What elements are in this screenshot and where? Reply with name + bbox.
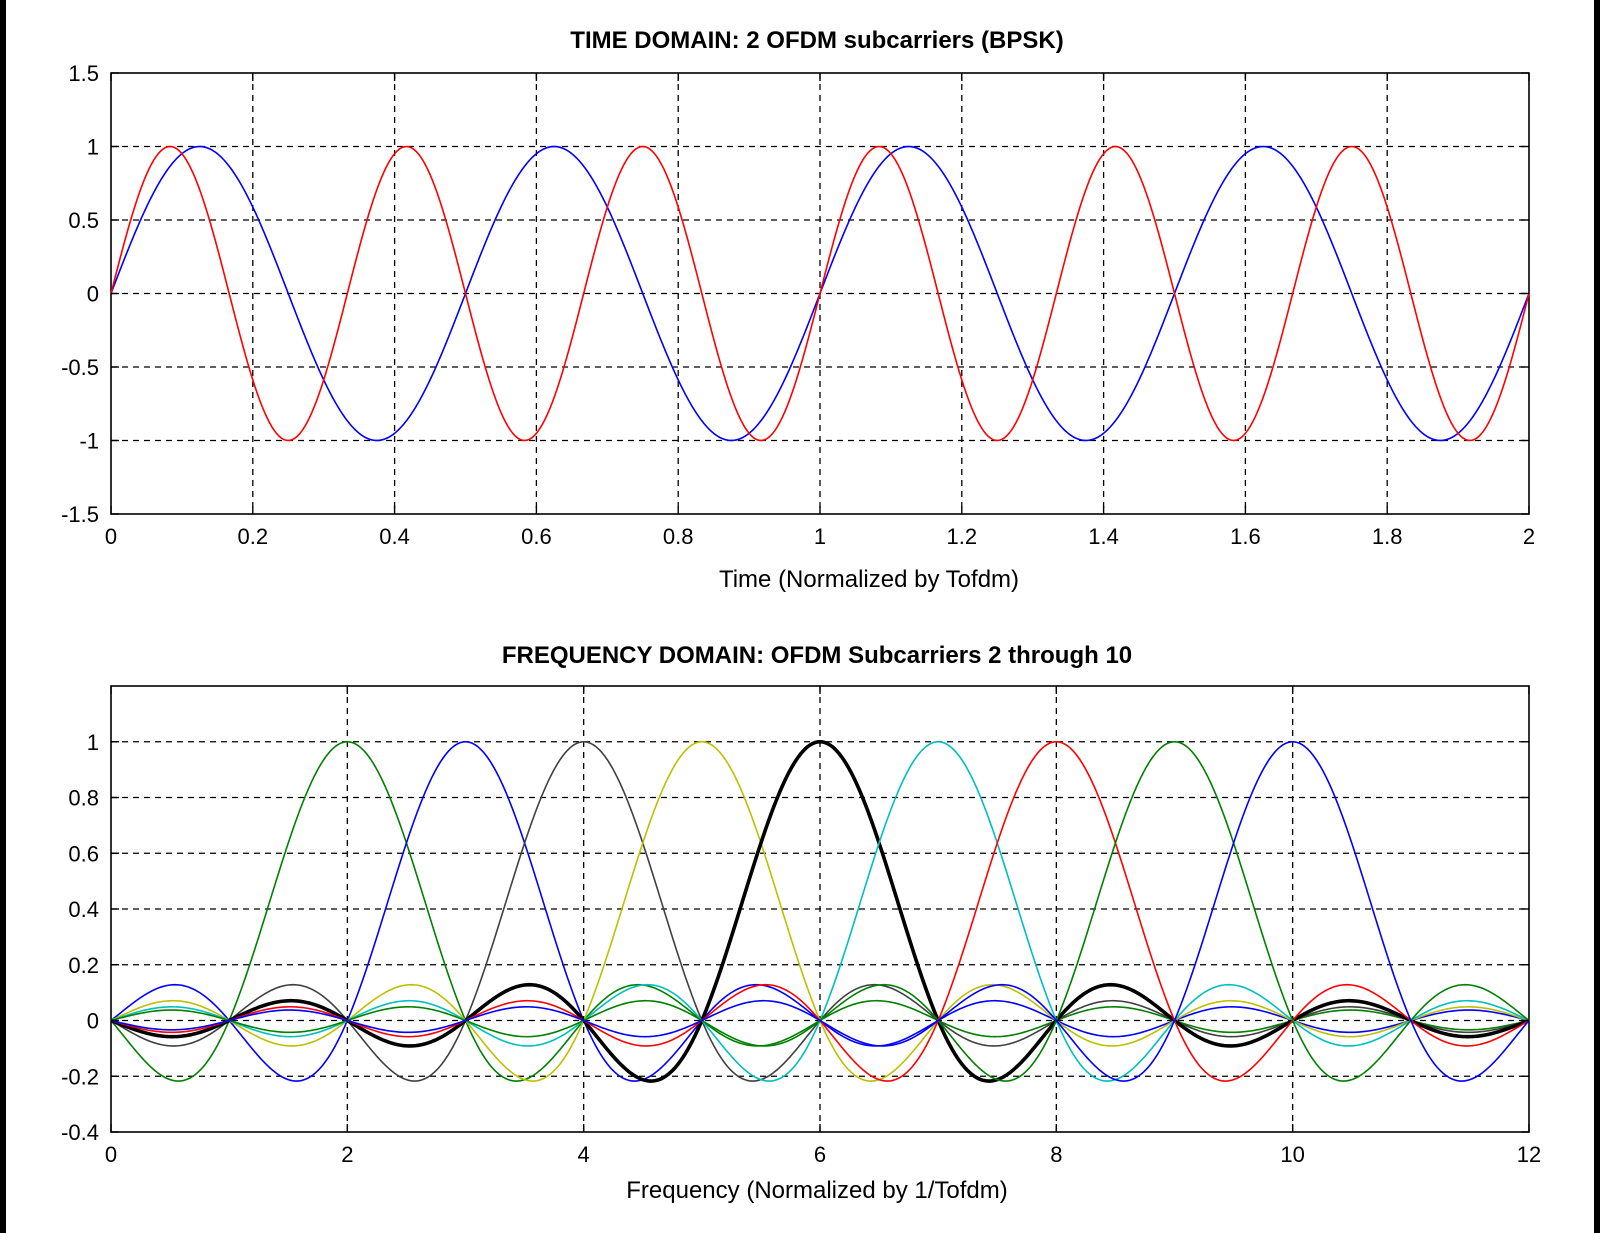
time-y-tick-label: 0.5 [68,208,99,233]
time-y-tick-label: 1.5 [68,61,99,86]
time-chart-x-label: Time (Normalized by Tofdm) [719,566,1019,593]
time-x-tick-label: 1.6 [1230,524,1261,549]
time-y-tick-label: 0 [87,282,99,307]
time-y-tick-label: -0.5 [61,355,99,380]
figure-canvas: TIME DOMAIN: 2 OFDM subcarriers (BPSK) 0… [0,0,1600,1233]
time-x-tick-label: 1.4 [1088,524,1119,549]
frequency-y-tick-label: 1 [87,730,99,755]
frequency-x-tick-label: 4 [578,1142,590,1167]
frequency-y-tick-label: 0.4 [68,897,99,922]
time-x-tick-label: 0.4 [379,524,410,549]
frequency-domain-chart: FREQUENCY DOMAIN: OFDM Subcarriers 2 thr… [61,642,1541,1204]
frequency-x-tick-label: 6 [814,1142,826,1167]
frequency-y-tick-label: 0.2 [68,953,99,978]
frequency-x-tick-label: 12 [1517,1142,1541,1167]
frequency-y-tick-label: -0.2 [61,1064,99,1089]
time-x-tick-label: 0.6 [521,524,552,549]
frequency-chart-title: FREQUENCY DOMAIN: OFDM Subcarriers 2 thr… [502,642,1132,669]
time-chart-title: TIME DOMAIN: 2 OFDM subcarriers (BPSK) [570,27,1063,54]
frequency-x-tick-label: 10 [1280,1142,1304,1167]
time-x-tick-label: 2 [1523,524,1535,549]
time-x-tick-label: 1.8 [1372,524,1403,549]
frequency-x-tick-label: 8 [1050,1142,1062,1167]
time-x-tick-label: 1.2 [947,524,978,549]
frequency-x-tick-label: 0 [105,1142,117,1167]
time-x-tick-label: 0.8 [663,524,694,549]
time-x-tick-label: 0 [105,524,117,549]
time-y-tick-label: -1 [79,429,99,454]
time-x-tick-label: 0.2 [238,524,269,549]
frequency-y-tick-label: 0.6 [68,841,99,866]
time-x-tick-label: 1 [814,524,826,549]
frequency-y-tick-label: -0.4 [61,1120,99,1145]
frequency-x-tick-label: 2 [341,1142,353,1167]
time-domain-chart: TIME DOMAIN: 2 OFDM subcarriers (BPSK) 0… [61,27,1535,593]
frequency-chart-x-label: Frequency (Normalized by 1/Tofdm) [626,1177,1007,1204]
frequency-y-tick-label: 0.8 [68,786,99,811]
time-y-tick-label: -1.5 [61,502,99,527]
frequency-y-tick-label: 0 [87,1009,99,1034]
time-y-tick-label: 1 [87,135,99,160]
